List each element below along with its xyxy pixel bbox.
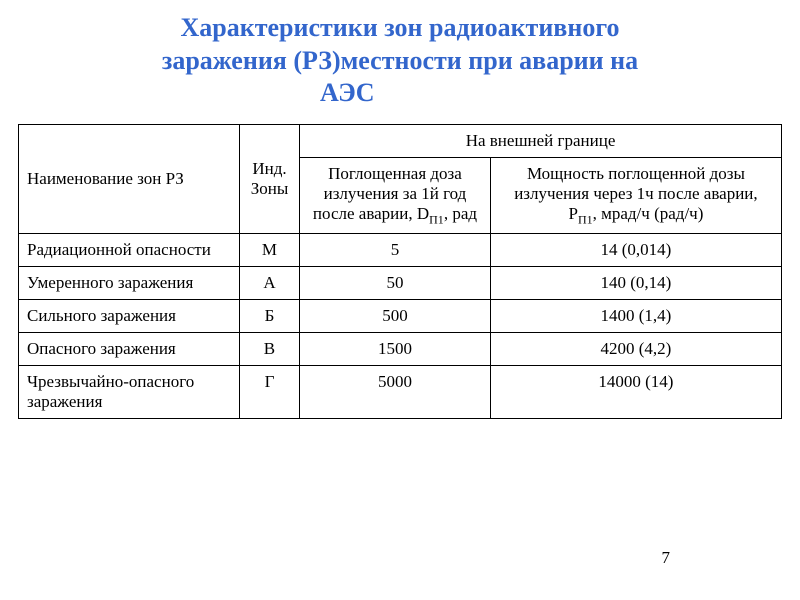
cell-name: Опасного заражения	[19, 332, 240, 365]
cell-d: 5	[300, 233, 491, 266]
cell-name: Умеренного заражения	[19, 266, 240, 299]
header-dose: Поглощенная доза излучения за 1й год пос…	[300, 157, 491, 233]
table-body: Радиационной опасностиМ514 (0,014)Умерен…	[19, 233, 782, 418]
cell-ind: В	[239, 332, 299, 365]
header-power: Мощность поглощенной дозы излучения чере…	[490, 157, 781, 233]
title-line-2: заражения (РЗ)местности при аварии на	[162, 46, 638, 75]
table-row: Чрезвычайно-опасного зараженияГ500014000…	[19, 365, 782, 418]
table-row: Сильного зараженияБ5001400 (1,4)	[19, 299, 782, 332]
cell-name: Сильного заражения	[19, 299, 240, 332]
table-row: Радиационной опасностиМ514 (0,014)	[19, 233, 782, 266]
table-row: Опасного зараженияВ15004200 (4,2)	[19, 332, 782, 365]
table-row: Умеренного зараженияА50140 (0,14)	[19, 266, 782, 299]
zones-table: Наименование зон РЗ Инд. Зоны На внешней…	[18, 124, 782, 419]
page-title: Характеристики зон радиоактивного зараже…	[0, 0, 800, 114]
cell-ind: М	[239, 233, 299, 266]
cell-name: Чрезвычайно-опасного заражения	[19, 365, 240, 418]
cell-d: 500	[300, 299, 491, 332]
cell-d: 5000	[300, 365, 491, 418]
header-row-1: Наименование зон РЗ Инд. Зоны На внешней…	[19, 124, 782, 157]
cell-ind: А	[239, 266, 299, 299]
header-name: Наименование зон РЗ	[19, 124, 240, 233]
header-outer: На внешней границе	[300, 124, 782, 157]
cell-p: 4200 (4,2)	[490, 332, 781, 365]
title-line-3: АЭС	[30, 77, 770, 110]
cell-d: 1500	[300, 332, 491, 365]
cell-p: 1400 (1,4)	[490, 299, 781, 332]
title-line-1: Характеристики зон радиоактивного	[180, 13, 619, 42]
cell-ind: Г	[239, 365, 299, 418]
cell-p: 140 (0,14)	[490, 266, 781, 299]
cell-p: 14 (0,014)	[490, 233, 781, 266]
cell-name: Радиационной опасности	[19, 233, 240, 266]
cell-ind: Б	[239, 299, 299, 332]
header-ind: Инд. Зоны	[239, 124, 299, 233]
page-number: 7	[662, 548, 671, 568]
cell-p: 14000 (14)	[490, 365, 781, 418]
cell-d: 50	[300, 266, 491, 299]
